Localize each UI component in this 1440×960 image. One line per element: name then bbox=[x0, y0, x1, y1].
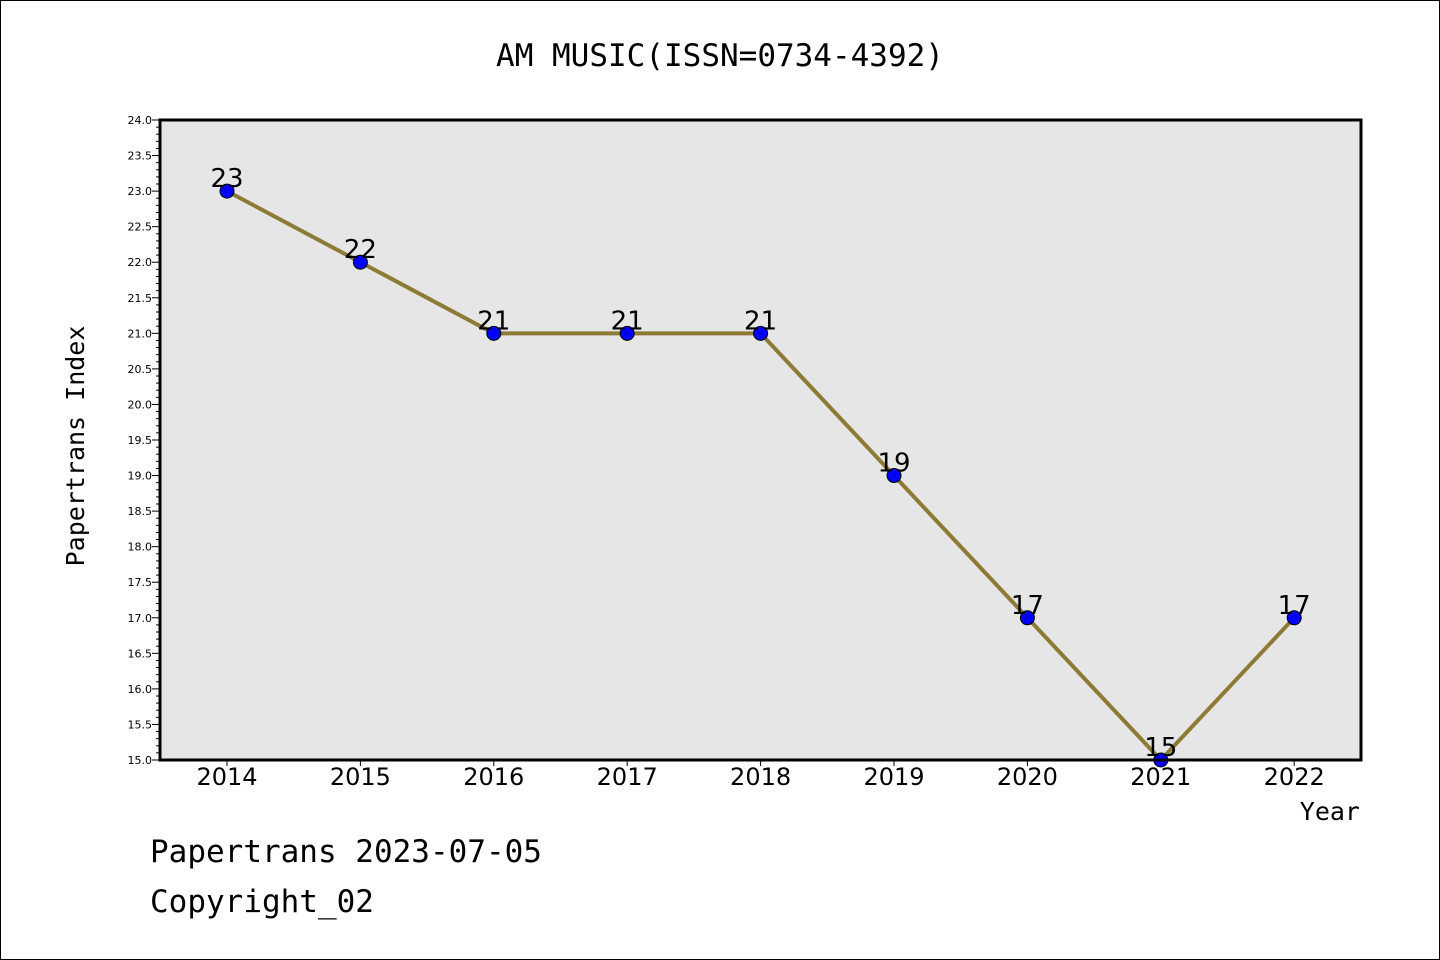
y-tick-label: 24.0 bbox=[128, 114, 153, 127]
y-tick-label: 18.5 bbox=[128, 505, 153, 518]
y-tick-label: 19.0 bbox=[128, 470, 153, 483]
x-tick-label: 2014 bbox=[196, 763, 257, 791]
y-tick-label: 21.0 bbox=[128, 327, 153, 340]
x-axis-label: Year bbox=[1300, 797, 1360, 826]
data-label: 21 bbox=[611, 306, 644, 336]
y-tick-label: 17.5 bbox=[128, 576, 153, 589]
x-tick-label: 2018 bbox=[730, 763, 791, 791]
data-point bbox=[1019, 610, 1035, 626]
data-label: 22 bbox=[344, 235, 377, 265]
y-tick-label: 20.0 bbox=[128, 398, 153, 411]
x-tick-label: 2022 bbox=[1264, 763, 1325, 791]
data-label: 19 bbox=[877, 449, 910, 479]
x-tick-label: 2019 bbox=[863, 763, 924, 791]
data-label: 17 bbox=[1011, 591, 1044, 621]
y-tick-label: 19.5 bbox=[128, 434, 153, 447]
x-tick-label: 2016 bbox=[463, 763, 524, 791]
y-tick-label: 23.5 bbox=[128, 150, 153, 163]
data-label: 23 bbox=[210, 164, 243, 194]
data-label: 21 bbox=[477, 306, 510, 336]
data-point bbox=[619, 325, 635, 341]
plot-border bbox=[158, 118, 1363, 762]
y-tick-label: 17.0 bbox=[128, 612, 153, 625]
x-tick-label: 2021 bbox=[1130, 763, 1191, 791]
y-tick-label: 18.0 bbox=[128, 541, 153, 554]
series-layer: 23 22 21 21 21 19 17 15 17 bbox=[210, 164, 1311, 768]
y-tick-label: 22.5 bbox=[128, 221, 153, 234]
data-point bbox=[486, 325, 502, 341]
data-point bbox=[753, 325, 769, 341]
data-label: 15 bbox=[1144, 733, 1177, 763]
footer-copyright: Copyright_02 bbox=[150, 884, 374, 920]
data-point bbox=[352, 254, 368, 270]
x-axis-ticks: 2014 2015 2016 2017 2018 2019 2020 2021 2022 bbox=[196, 760, 1325, 791]
x-tick-label: 2015 bbox=[330, 763, 391, 791]
data-label: 21 bbox=[744, 306, 777, 336]
data-point bbox=[1286, 610, 1302, 626]
y-tick-label: 15.0 bbox=[128, 754, 153, 767]
y-tick-label: 21.5 bbox=[128, 292, 153, 305]
data-point bbox=[219, 183, 235, 199]
footer-date: Papertrans 2023-07-05 bbox=[150, 834, 542, 870]
y-tick-label: 23.0 bbox=[128, 185, 153, 198]
x-tick-label: 2017 bbox=[597, 763, 658, 791]
plot-area bbox=[160, 120, 1361, 760]
y-tick-label: 16.0 bbox=[128, 683, 153, 696]
y-tick-label: 22.0 bbox=[128, 256, 153, 269]
data-label: 17 bbox=[1278, 591, 1311, 621]
y-tick-label: 20.5 bbox=[128, 363, 153, 376]
y-axis-ticks: 15.0 15.5 16.0 16.5 17.0 17.5 18.0 18.5 19.0 19.5… bbox=[128, 114, 160, 767]
x-tick-label: 2020 bbox=[997, 763, 1058, 791]
y-tick-label: 16.5 bbox=[128, 647, 153, 660]
data-point bbox=[886, 468, 902, 484]
y-tick-label: 15.5 bbox=[128, 718, 153, 731]
chart-title: AM MUSIC(ISSN=0734-4392) bbox=[496, 38, 944, 74]
y-axis-label: Papertrans Index bbox=[61, 326, 90, 567]
